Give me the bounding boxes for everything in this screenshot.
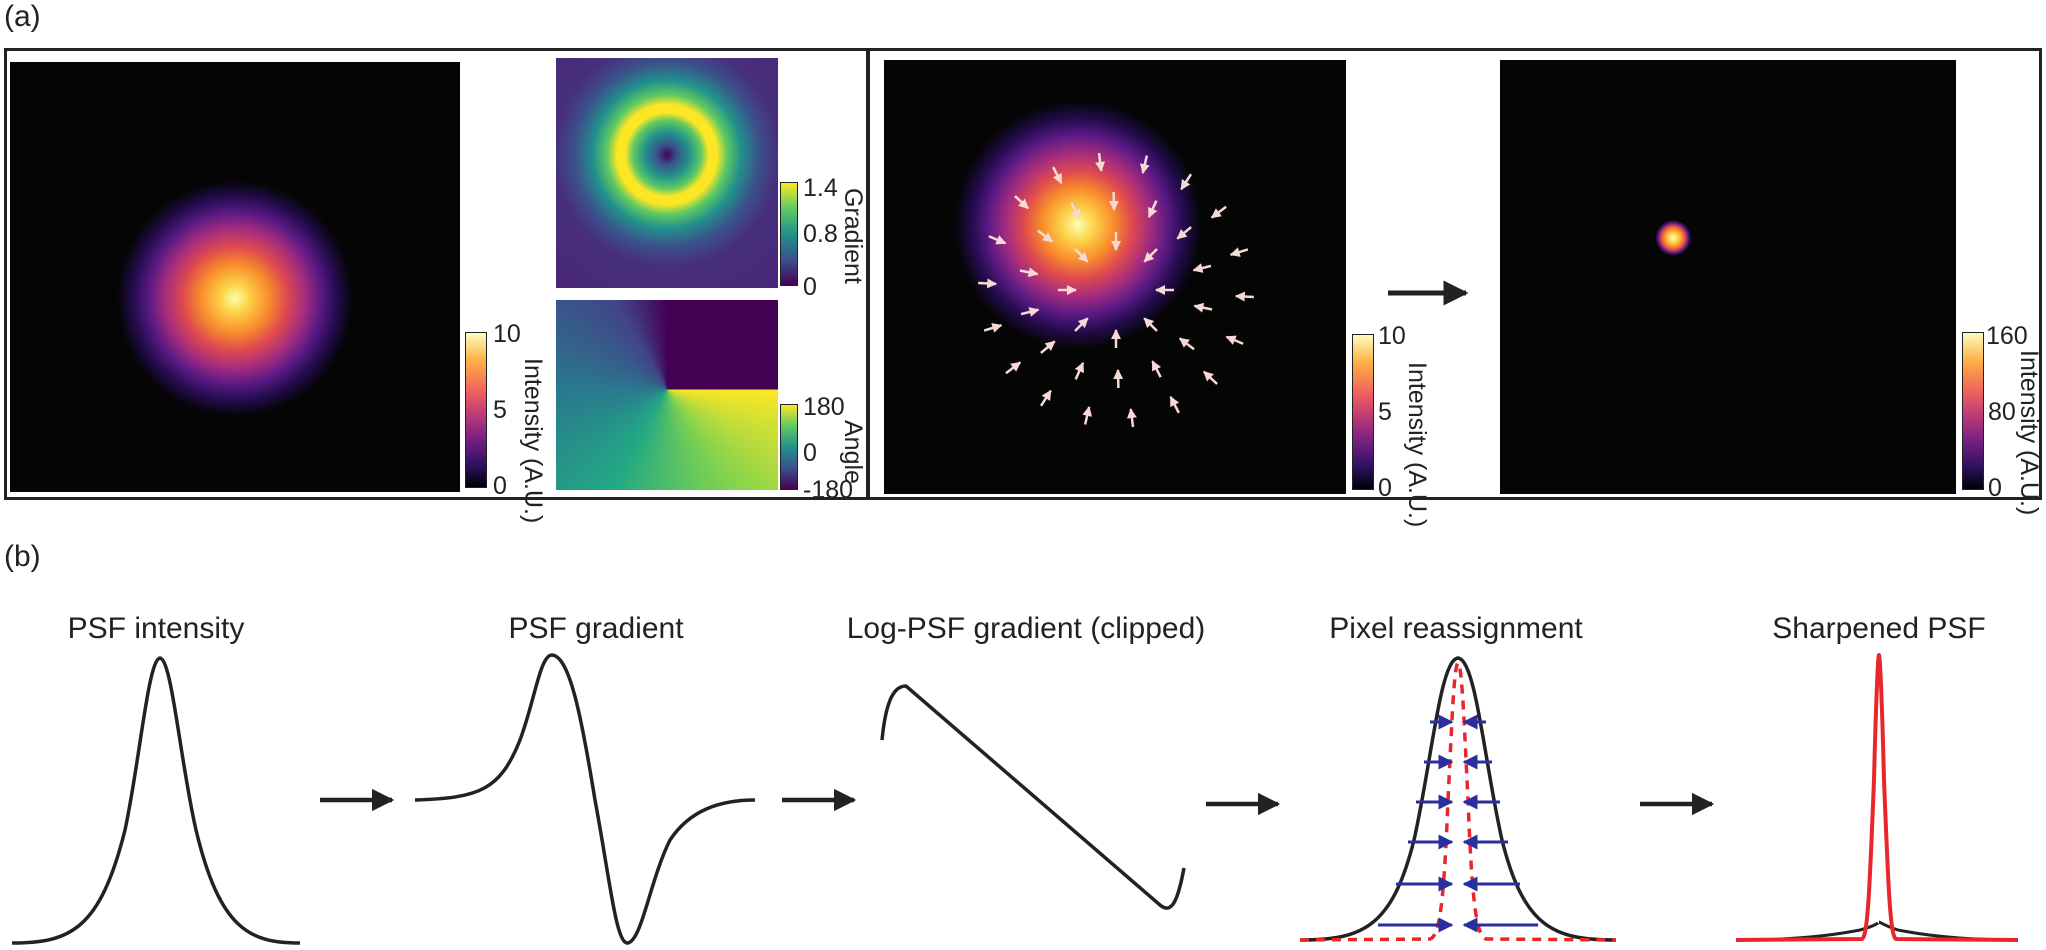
intensity-colorbar-tick-max: 10: [493, 320, 521, 348]
inward-arrow-icon: [1074, 248, 1089, 263]
inward-arrow-icon: [1095, 152, 1106, 172]
inward-arrow-icon: [1020, 307, 1040, 317]
inward-arrow-icon: [1147, 200, 1158, 219]
inward-arrow-icon: [1040, 340, 1056, 354]
sharpened-colorbar-tick-max: 160: [1986, 322, 2028, 350]
angle-colorbar-tick-mid: 0: [803, 439, 817, 467]
step-title-pixel-reassignment: Pixel reassignment: [1329, 612, 1583, 645]
panel-b-label: (b): [4, 540, 41, 573]
intensity-colorbar-2: [1352, 334, 1374, 490]
inward-arrow-icon: [1014, 195, 1029, 210]
inward-arrow-icon: [1039, 389, 1052, 407]
inward-arrow-icon: [1037, 229, 1054, 243]
gradient-colorbar-tick-mid: 0.8: [803, 220, 838, 248]
inward-arrow-icon: [1203, 370, 1218, 385]
inward-arrow-icon: [1180, 173, 1193, 191]
angle-colorbar-tick-min: -180: [803, 476, 854, 504]
step-title-psf-gradient: PSF gradient: [508, 612, 684, 645]
inward-arrow-icon: [1210, 205, 1227, 219]
inward-arrow-icon: [1126, 408, 1137, 428]
inward-arrow-icon: [1052, 166, 1063, 185]
sharpened-psf-curve: [1735, 652, 2019, 942]
inward-arrow-icon: [1234, 291, 1254, 302]
psf-intensity-image: [10, 62, 460, 492]
step-title-psf-intensity: PSF intensity: [67, 612, 245, 645]
intensity-colorbar-tick-mid: 5: [493, 396, 507, 424]
psf-intensity-curve: [11, 656, 301, 945]
gradient-colorbar-label: Gradient: [839, 188, 867, 284]
intensity-colorbar-2-label: Intensity (A.U.): [1403, 362, 1431, 528]
inward-arrow-icon: [1005, 361, 1022, 375]
panel-a-label: (a): [4, 0, 41, 33]
sharpened-colorbar-label: Intensity (A.U.): [2015, 350, 2043, 516]
inward-arrow-icon: [1082, 405, 1093, 425]
inward-arrow-icon: [983, 323, 1003, 333]
sharpened-original-curve: [1735, 920, 2019, 942]
gradient-colorbar-tick-min: 0: [803, 273, 817, 301]
inward-arrow-icon: [1074, 317, 1089, 332]
intensity-colorbar-tick-min: 0: [493, 472, 507, 500]
gradient-vector-field: [978, 152, 1254, 428]
inward-arrow-icon: [978, 278, 998, 289]
psf-gradient-curve: [414, 653, 756, 945]
angle-image: [556, 300, 778, 490]
inward-arrow-icon: [1169, 395, 1180, 414]
intensity-colorbar: [465, 332, 487, 488]
step-title-log-psf-gradient: Log-PSF gradient (clipped): [846, 612, 1206, 645]
sharpened-psf-image: [1500, 60, 1956, 494]
inward-arrow-icon: [1192, 263, 1212, 273]
inward-arrow-icon: [1229, 247, 1249, 257]
reassign-psf-curve: [1299, 656, 1617, 942]
inward-arrow-icon: [1139, 155, 1150, 175]
reassign-sharpened-curve: [1299, 661, 1617, 942]
inward-arrow-icon: [1193, 302, 1213, 313]
intensity-colorbar-label: Intensity (A.U.): [519, 358, 547, 524]
inward-arrow-icon: [1178, 337, 1195, 351]
inward-arrow-icon: [1143, 317, 1158, 332]
angle-colorbar-tick-max: 180: [803, 393, 845, 421]
intensity-colorbar-2-tick-min: 0: [1378, 474, 1392, 502]
inward-arrow-icon: [1151, 360, 1162, 378]
angle-colorbar: [780, 404, 798, 490]
sharpened-colorbar-tick-min: 0: [1988, 474, 2002, 502]
inward-arrow-icon: [1019, 267, 1039, 278]
inward-arrow-icon: [1225, 335, 1244, 345]
panel-a-right-frame: [866, 48, 2042, 500]
psf-vector-image: [884, 60, 1346, 494]
reassignment-arrows: [1378, 714, 1538, 933]
angle-colorbar-label: Angle: [839, 420, 867, 484]
sharpened-colorbar: [1962, 332, 1984, 490]
inward-arrow-icon: [1074, 361, 1085, 380]
inward-arrow-icon: [988, 235, 1007, 245]
sharpened-colorbar-tick-mid: 80: [1988, 398, 2016, 426]
gradient-colorbar-tick-max: 1.4: [803, 174, 838, 202]
intensity-colorbar-2-tick-max: 10: [1378, 322, 1406, 350]
log-psf-gradient-curve: [880, 684, 1186, 910]
intensity-colorbar-2-tick-mid: 5: [1378, 398, 1392, 426]
inward-arrow-icon: [1070, 202, 1081, 220]
step-title-sharpened-psf: Sharpened PSF: [1772, 612, 1986, 645]
inward-arrow-icon: [1176, 226, 1192, 240]
gradient-image: [556, 58, 778, 288]
inward-arrow-icon: [1143, 248, 1158, 263]
gradient-colorbar: [780, 182, 798, 286]
